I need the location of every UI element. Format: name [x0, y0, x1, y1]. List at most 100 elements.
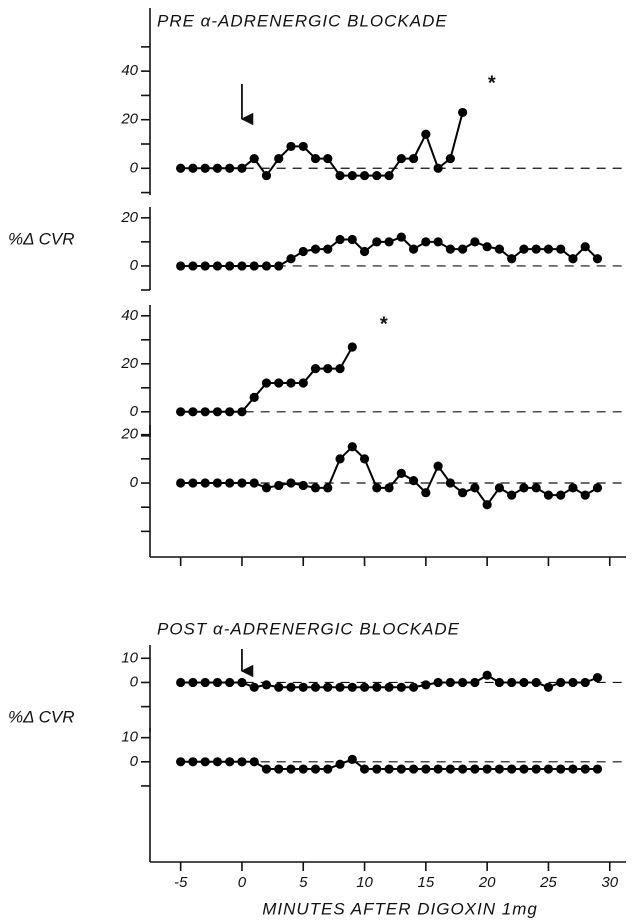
x-tick-label: -5 — [174, 874, 188, 891]
data-point — [188, 163, 198, 173]
y-tick-label: 20 — [120, 426, 138, 443]
data-point — [494, 483, 505, 493]
data-point — [225, 677, 235, 688]
data-point — [298, 480, 308, 491]
data-point — [507, 490, 517, 500]
data-point — [286, 378, 296, 388]
data-point — [225, 407, 235, 417]
data-point — [359, 246, 370, 257]
data-point — [458, 488, 468, 498]
data-point — [200, 757, 210, 767]
data-point — [421, 680, 431, 690]
data-point — [482, 242, 492, 252]
data-point — [433, 677, 443, 688]
data-point — [310, 764, 321, 774]
x-axis-label: MINUTES AFTER DIGOXIN 1mg — [262, 899, 538, 918]
data-point — [237, 757, 247, 767]
data-point — [212, 757, 223, 767]
data-point — [359, 764, 370, 774]
data-point — [200, 677, 210, 688]
data-point — [396, 153, 406, 164]
panel-title: PRE α-ADRENERGIC BLOCKADE — [157, 11, 448, 30]
data-point — [396, 468, 406, 478]
data-point — [200, 163, 210, 173]
data-point — [347, 234, 357, 245]
data-point — [249, 682, 259, 692]
data-point — [458, 677, 468, 688]
data-point — [261, 170, 272, 181]
data-point — [249, 392, 259, 402]
y-tick-label: 0 — [130, 673, 139, 690]
y-tick-label: 40 — [121, 307, 138, 324]
data-point — [225, 757, 235, 767]
data-point — [531, 244, 541, 254]
data-point — [212, 407, 223, 417]
data-point — [433, 237, 443, 247]
data-point — [384, 483, 394, 493]
data-point — [323, 764, 333, 774]
data-point — [421, 488, 431, 498]
data-point — [543, 682, 554, 692]
data-point — [384, 682, 394, 692]
data-point — [286, 478, 296, 488]
data-point — [335, 234, 345, 245]
x-tick-label: 10 — [356, 874, 373, 891]
data-point — [286, 764, 296, 774]
data-point — [335, 682, 345, 692]
data-point — [310, 244, 321, 254]
data-point — [519, 677, 529, 688]
data-point — [261, 378, 272, 388]
data-point — [298, 764, 308, 774]
data-point — [359, 454, 370, 464]
data-point — [470, 764, 480, 774]
y-tick-label: 20 — [120, 209, 138, 226]
data-point — [482, 500, 492, 510]
data-point — [494, 244, 505, 254]
data-point — [568, 764, 578, 774]
x-tick-label: 20 — [478, 874, 496, 891]
data-point — [323, 364, 333, 374]
data-point — [286, 141, 296, 152]
y-tick-label: 0 — [130, 257, 139, 274]
data-point — [372, 764, 382, 774]
data-point — [335, 759, 345, 769]
data-point — [237, 677, 247, 688]
data-point — [396, 764, 406, 774]
data-point — [286, 254, 296, 264]
data-point — [592, 673, 603, 683]
data-point — [580, 490, 590, 500]
data-point — [458, 107, 468, 118]
data-point — [445, 677, 455, 688]
data-point — [323, 682, 333, 692]
data-point — [568, 254, 578, 264]
data-point — [556, 490, 566, 500]
data-point — [298, 141, 308, 152]
data-point — [225, 261, 235, 271]
data-point — [237, 163, 247, 173]
y-tick-label: 20 — [120, 355, 138, 372]
data-point — [531, 764, 541, 774]
data-point — [274, 764, 284, 774]
data-point — [445, 764, 455, 774]
data-point — [176, 478, 186, 488]
x-tick-label: 15 — [418, 874, 435, 891]
data-point — [359, 682, 370, 692]
data-point — [249, 153, 259, 164]
data-point — [176, 677, 186, 688]
data-point — [310, 364, 321, 374]
data-point — [372, 483, 382, 493]
data-point — [200, 261, 210, 271]
data-point — [359, 170, 370, 181]
y-tick-label: 0 — [130, 474, 139, 491]
data-point — [592, 483, 603, 493]
data-point — [347, 342, 357, 352]
data-point — [274, 153, 284, 164]
data-point — [494, 677, 505, 688]
data-point — [507, 254, 517, 264]
data-point — [445, 478, 455, 488]
data-point — [556, 764, 566, 774]
data-point — [408, 244, 419, 254]
data-point — [261, 261, 272, 271]
data-point — [384, 764, 394, 774]
data-point — [310, 153, 321, 164]
